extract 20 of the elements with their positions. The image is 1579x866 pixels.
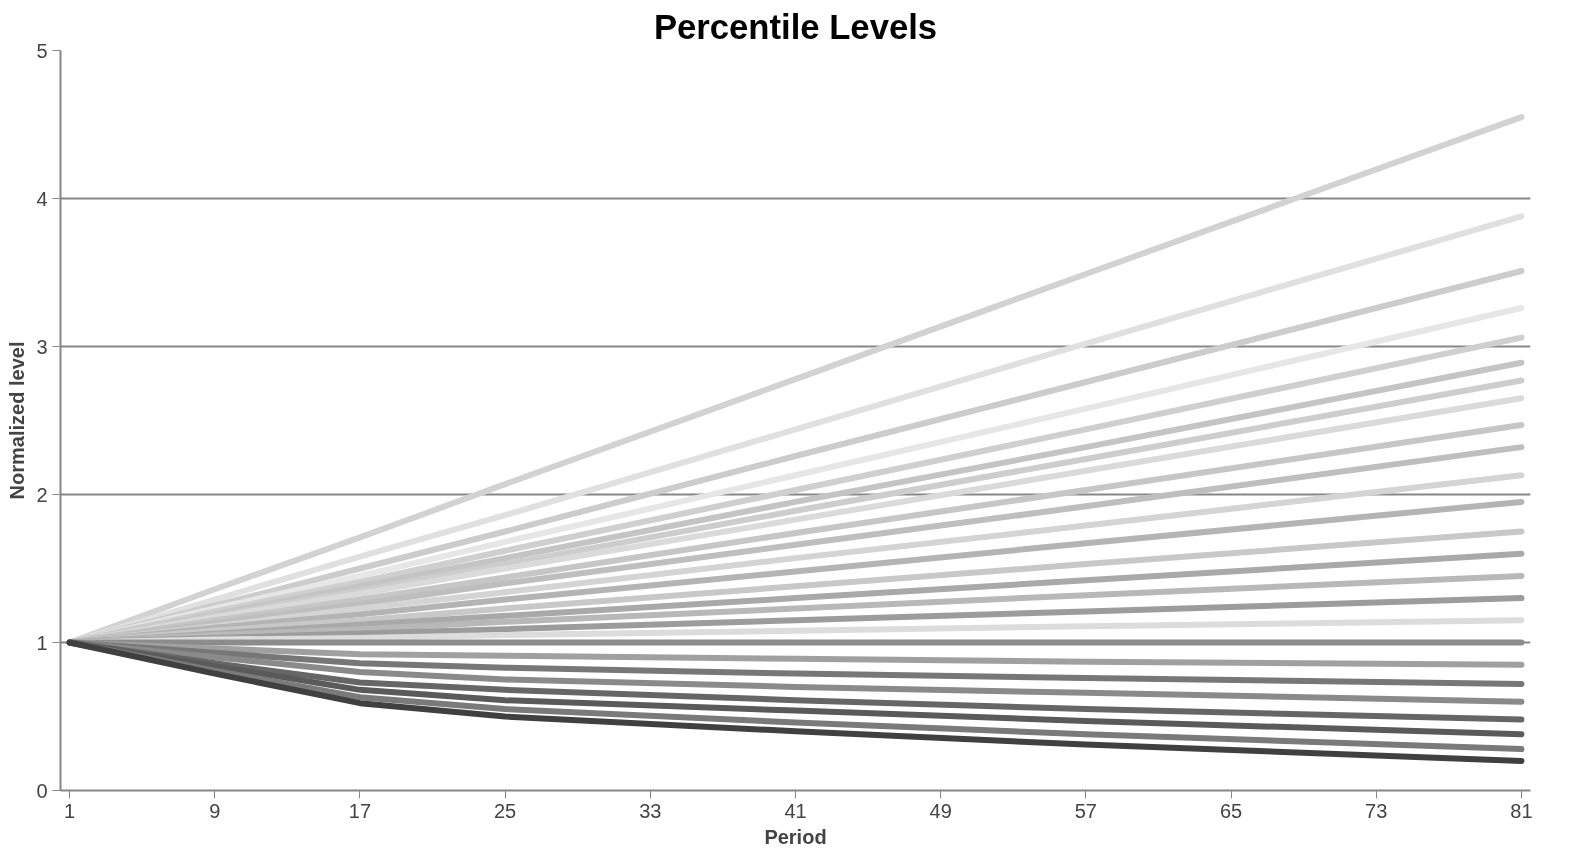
- x-tick-label: 73: [1365, 799, 1388, 822]
- x-tick-label: 41: [784, 799, 807, 822]
- y-tick-label: 1: [36, 631, 48, 654]
- x-axis-title: Period: [764, 825, 827, 848]
- x-tick-label: 9: [209, 799, 221, 822]
- y-tick-label: 5: [36, 39, 48, 62]
- y-axis-title: Normalized level: [6, 341, 29, 500]
- x-tick-label: 65: [1219, 799, 1243, 822]
- x-tick-label: 49: [929, 799, 952, 822]
- chart-title: Percentile Levels: [653, 7, 938, 46]
- y-tick-label: 2: [36, 483, 48, 506]
- x-tick-label: 17: [348, 799, 372, 822]
- y-tick-label: 0: [36, 779, 48, 802]
- x-tick-label: 81: [1510, 799, 1533, 822]
- y-tick-label: 4: [36, 187, 48, 210]
- x-tick-label: 1: [64, 799, 76, 822]
- x-tick-label: 57: [1074, 799, 1097, 822]
- y-tick-label: 3: [36, 335, 48, 358]
- x-tick-label: 25: [494, 799, 517, 822]
- x-tick-label: 33: [639, 799, 662, 822]
